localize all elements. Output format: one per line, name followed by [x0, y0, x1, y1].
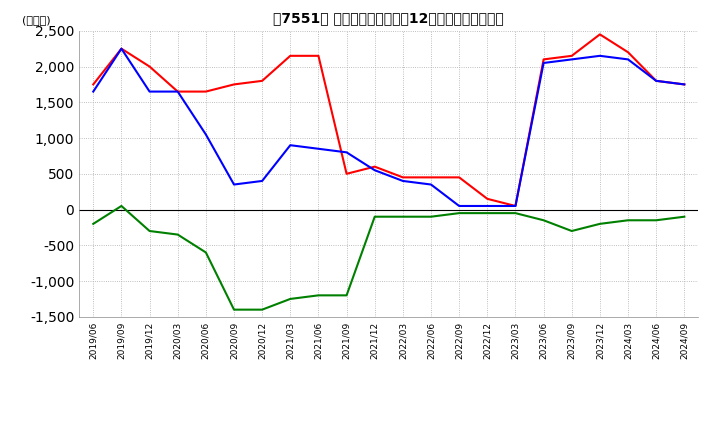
営業CF [342, 171, 351, 176]
営業CF [567, 53, 576, 59]
投資CF [595, 221, 604, 227]
営業CF [117, 46, 126, 51]
投資CF [342, 293, 351, 298]
営業CF [427, 175, 436, 180]
営業CF [286, 53, 294, 59]
フリーCF [399, 178, 408, 183]
投資CF [680, 214, 688, 219]
フリーCF [567, 57, 576, 62]
営業CF [314, 53, 323, 59]
投資CF [145, 228, 154, 234]
投資CF [567, 228, 576, 234]
営業CF [202, 89, 210, 94]
営業CF [230, 82, 238, 87]
投資CF [89, 221, 98, 227]
フリーCF [89, 89, 98, 94]
投資CF [399, 214, 408, 219]
投資CF [539, 218, 548, 223]
営業CF [89, 82, 98, 87]
フリーCF [258, 178, 266, 183]
営業CF [399, 175, 408, 180]
フリーCF [595, 53, 604, 59]
フリーCF [342, 150, 351, 155]
フリーCF [174, 89, 182, 94]
投資CF [314, 293, 323, 298]
フリーCF [652, 78, 660, 84]
Line: フリーCF: フリーCF [94, 49, 684, 206]
フリーCF [370, 168, 379, 173]
投資CF [624, 218, 632, 223]
営業CF [595, 32, 604, 37]
フリーCF [117, 46, 126, 51]
投資CF [230, 307, 238, 312]
投資CF [117, 203, 126, 209]
フリーCF [145, 89, 154, 94]
営業CF [174, 89, 182, 94]
Line: 営業CF: 営業CF [94, 34, 684, 206]
フリーCF [624, 57, 632, 62]
投資CF [427, 214, 436, 219]
投資CF [258, 307, 266, 312]
営業CF [370, 164, 379, 169]
Line: 投資CF: 投資CF [94, 206, 684, 310]
投資CF [370, 214, 379, 219]
営業CF [483, 196, 492, 202]
フリーCF [680, 82, 688, 87]
フリーCF [427, 182, 436, 187]
フリーCF [511, 203, 520, 209]
営業CF [680, 82, 688, 87]
営業CF [652, 78, 660, 84]
投資CF [511, 210, 520, 216]
投資CF [652, 218, 660, 223]
フリーCF [286, 143, 294, 148]
フリーCF [539, 60, 548, 66]
投資CF [174, 232, 182, 237]
フリーCF [455, 203, 464, 209]
フリーCF [483, 203, 492, 209]
投資CF [286, 296, 294, 301]
営業CF [624, 50, 632, 55]
営業CF [455, 175, 464, 180]
営業CF [145, 64, 154, 69]
営業CF [258, 78, 266, 84]
Title: 【7551】 キャッシュフローの12か月移動合計の推移: 【7551】 キャッシュフローの12か月移動合計の推移 [274, 11, 504, 26]
営業CF [539, 57, 548, 62]
投資CF [483, 210, 492, 216]
フリーCF [314, 146, 323, 151]
フリーCF [230, 182, 238, 187]
Y-axis label: (百万円): (百万円) [22, 15, 50, 25]
営業CF [511, 203, 520, 209]
投資CF [455, 210, 464, 216]
フリーCF [202, 132, 210, 137]
投資CF [202, 250, 210, 255]
